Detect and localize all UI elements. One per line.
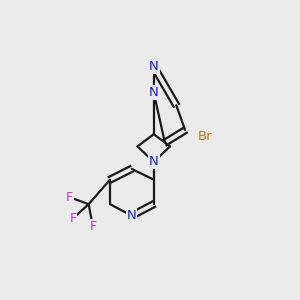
Text: Br: Br [198,130,212,143]
Text: F: F [66,191,73,204]
Text: N: N [149,86,159,99]
Text: N: N [127,209,136,222]
Text: N: N [149,155,159,168]
Text: F: F [89,220,96,233]
Text: N: N [149,60,159,73]
Text: F: F [69,212,76,225]
